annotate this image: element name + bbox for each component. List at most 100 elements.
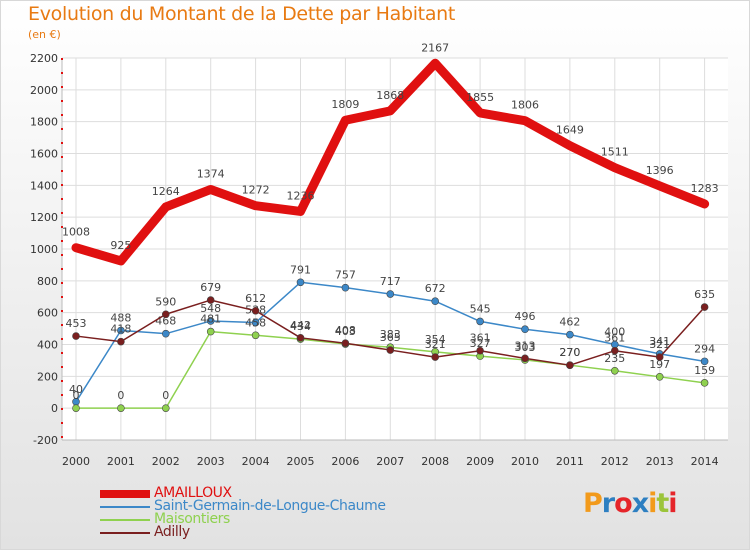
data-point	[521, 325, 529, 334]
data-point	[251, 306, 260, 315]
y-tick-label: 1800	[30, 116, 58, 129]
data-label: 0	[117, 389, 124, 402]
chart-title: Evolution du Montant de la Dette par Hab…	[28, 3, 456, 25]
data-label: 400	[604, 326, 625, 339]
data-label: 270	[559, 346, 580, 359]
y-tick-label: -200	[33, 434, 58, 447]
data-label: 1008	[62, 226, 90, 239]
legend-swatch	[100, 532, 150, 534]
x-tick-label: 2004	[242, 455, 270, 468]
data-label: 458	[245, 316, 266, 329]
data-label: 1649	[556, 124, 584, 137]
data-point	[162, 329, 170, 338]
data-point	[610, 346, 619, 355]
data-label: 679	[200, 281, 221, 294]
x-tick-label: 2001	[107, 455, 135, 468]
legend-label: Maisontiers	[154, 511, 230, 527]
data-label: 545	[470, 302, 491, 315]
data-point	[431, 353, 440, 361]
data-point	[251, 331, 260, 340]
data-label: 791	[290, 263, 311, 276]
series-saint-germain-de-longue-chaume: 4048846854853879175771767254549646240034…	[69, 263, 715, 406]
data-point	[206, 296, 215, 304]
data-label: 235	[604, 352, 625, 365]
data-label: 361	[604, 332, 625, 345]
x-tick-label: 2005	[287, 455, 315, 468]
data-point	[162, 404, 170, 412]
data-label: 488	[110, 311, 131, 324]
data-label: 408	[335, 324, 356, 337]
y-tick-label: 1200	[30, 211, 58, 224]
data-point	[251, 318, 260, 327]
legend-label: Saint-Germain-de-Longue-Chaume	[154, 498, 386, 514]
data-label: 321	[649, 338, 670, 351]
data-point	[700, 303, 709, 311]
x-tick-label: 2011	[556, 455, 584, 468]
proxiti-logo: Proxiti	[583, 488, 678, 519]
data-label: 1283	[691, 182, 719, 195]
data-label: 365	[380, 331, 401, 344]
data-label: 403	[335, 325, 356, 338]
data-label: 270	[559, 346, 580, 359]
y-tick-label: 1000	[30, 243, 58, 256]
y-tick-label: 2200	[30, 52, 58, 65]
logo-letter: P	[583, 488, 603, 519]
data-point	[117, 337, 125, 346]
x-tick-label: 2010	[511, 455, 539, 468]
data-point	[206, 317, 215, 325]
x-tick-label: 2000	[62, 455, 90, 468]
y-tick-label: 1400	[30, 179, 58, 192]
data-label: 1855	[466, 91, 494, 104]
legend-swatch	[100, 519, 150, 521]
x-tick-label: 2006	[331, 455, 359, 468]
data-point	[72, 404, 80, 412]
y-tick-label: 2000	[30, 84, 58, 97]
data-label: 354	[425, 333, 446, 346]
data-point	[296, 334, 305, 342]
data-label: 313	[515, 339, 536, 352]
data-point	[341, 283, 350, 292]
data-point	[117, 326, 125, 335]
y-tick-label: 800	[37, 275, 58, 288]
y-tick-label: 0	[51, 402, 58, 415]
data-label: 925	[110, 239, 131, 252]
y-tick-label: 200	[37, 370, 58, 383]
data-point	[700, 357, 709, 366]
data-label: 717	[380, 275, 401, 288]
y-tick-label: 1600	[30, 148, 58, 161]
data-point	[476, 317, 484, 326]
y-tick-label: 400	[37, 339, 58, 352]
x-tick-label: 2014	[691, 455, 719, 468]
x-tick-label: 2009	[466, 455, 494, 468]
data-label: 757	[335, 269, 356, 282]
data-label: 303	[515, 341, 536, 354]
x-tick-label: 2008	[421, 455, 449, 468]
data-label: 1868	[376, 89, 404, 102]
data-label: 0	[73, 389, 80, 402]
data-label: 1809	[331, 98, 359, 111]
data-point	[296, 278, 305, 287]
data-label: 462	[559, 316, 580, 329]
logo-letter: i	[668, 488, 677, 519]
legend-label: Adilly	[154, 524, 190, 540]
x-tick-label: 2003	[197, 455, 225, 468]
logo-letter: i	[648, 488, 657, 519]
legend-swatch	[100, 506, 150, 508]
logo-letter: t	[656, 488, 669, 519]
logo-letter: x	[631, 488, 649, 519]
data-label: 548	[200, 302, 221, 315]
x-tick-label: 2013	[646, 455, 674, 468]
data-label: 2167	[421, 41, 449, 54]
data-point	[206, 327, 215, 336]
x-tick-label: 2012	[601, 455, 629, 468]
data-label: 418	[110, 323, 131, 336]
data-label: 0	[162, 389, 169, 402]
data-label: 1806	[511, 99, 539, 112]
data-point	[476, 346, 484, 355]
data-label: 453	[66, 317, 87, 330]
data-point	[72, 332, 80, 340]
legend-label: AMAILLOUX	[154, 485, 232, 501]
data-label: 197	[649, 358, 670, 371]
data-label: 672	[425, 282, 446, 295]
